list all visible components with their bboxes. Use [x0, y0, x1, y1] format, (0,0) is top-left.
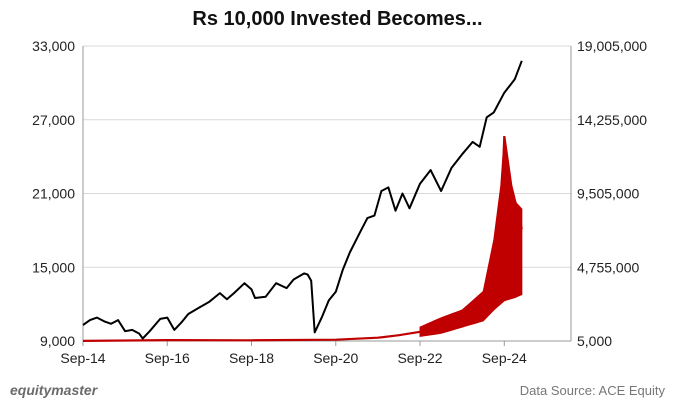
- right-y-tick-label: 9,505,000: [577, 186, 639, 202]
- data-source-note: Data Source: ACE Equity: [519, 383, 665, 398]
- right-y-tick-label: 19,005,000: [577, 38, 647, 54]
- tick-labels: 9,000 5,000 15,000 4,755,000 21,000 9,505,000…: [32, 38, 647, 366]
- red-series-line: [82, 135, 523, 342]
- black-series-line: [82, 60, 523, 340]
- right-y-tick-label: 4,755,000: [577, 259, 639, 275]
- left-y-tick-label: 9,000: [40, 333, 75, 349]
- x-tick-label: Sep-22: [397, 350, 442, 366]
- x-tick-label: Sep-24: [482, 350, 527, 366]
- x-tick-label: Sep-18: [229, 350, 274, 366]
- red-series-area: [419, 136, 523, 337]
- left-y-tick-label: 27,000: [32, 112, 75, 128]
- chart-title: Rs 10,000 Invested Becomes...: [192, 8, 483, 30]
- brand-logo-text: equitymaster: [10, 382, 98, 398]
- x-tick-label: Sep-20: [313, 350, 358, 366]
- x-tick-label: Sep-14: [60, 350, 105, 366]
- left-y-tick-label: 33,000: [32, 38, 75, 54]
- left-y-tick-label: 15,000: [32, 259, 75, 275]
- red-series-band: [419, 136, 523, 337]
- left-y-tick-label: 21,000: [32, 186, 75, 202]
- x-tick-label: Sep-16: [145, 350, 190, 366]
- right-y-tick-label: 5,000: [577, 333, 612, 349]
- right-y-tick-label: 14,255,000: [577, 112, 647, 128]
- series-lines: [82, 60, 523, 342]
